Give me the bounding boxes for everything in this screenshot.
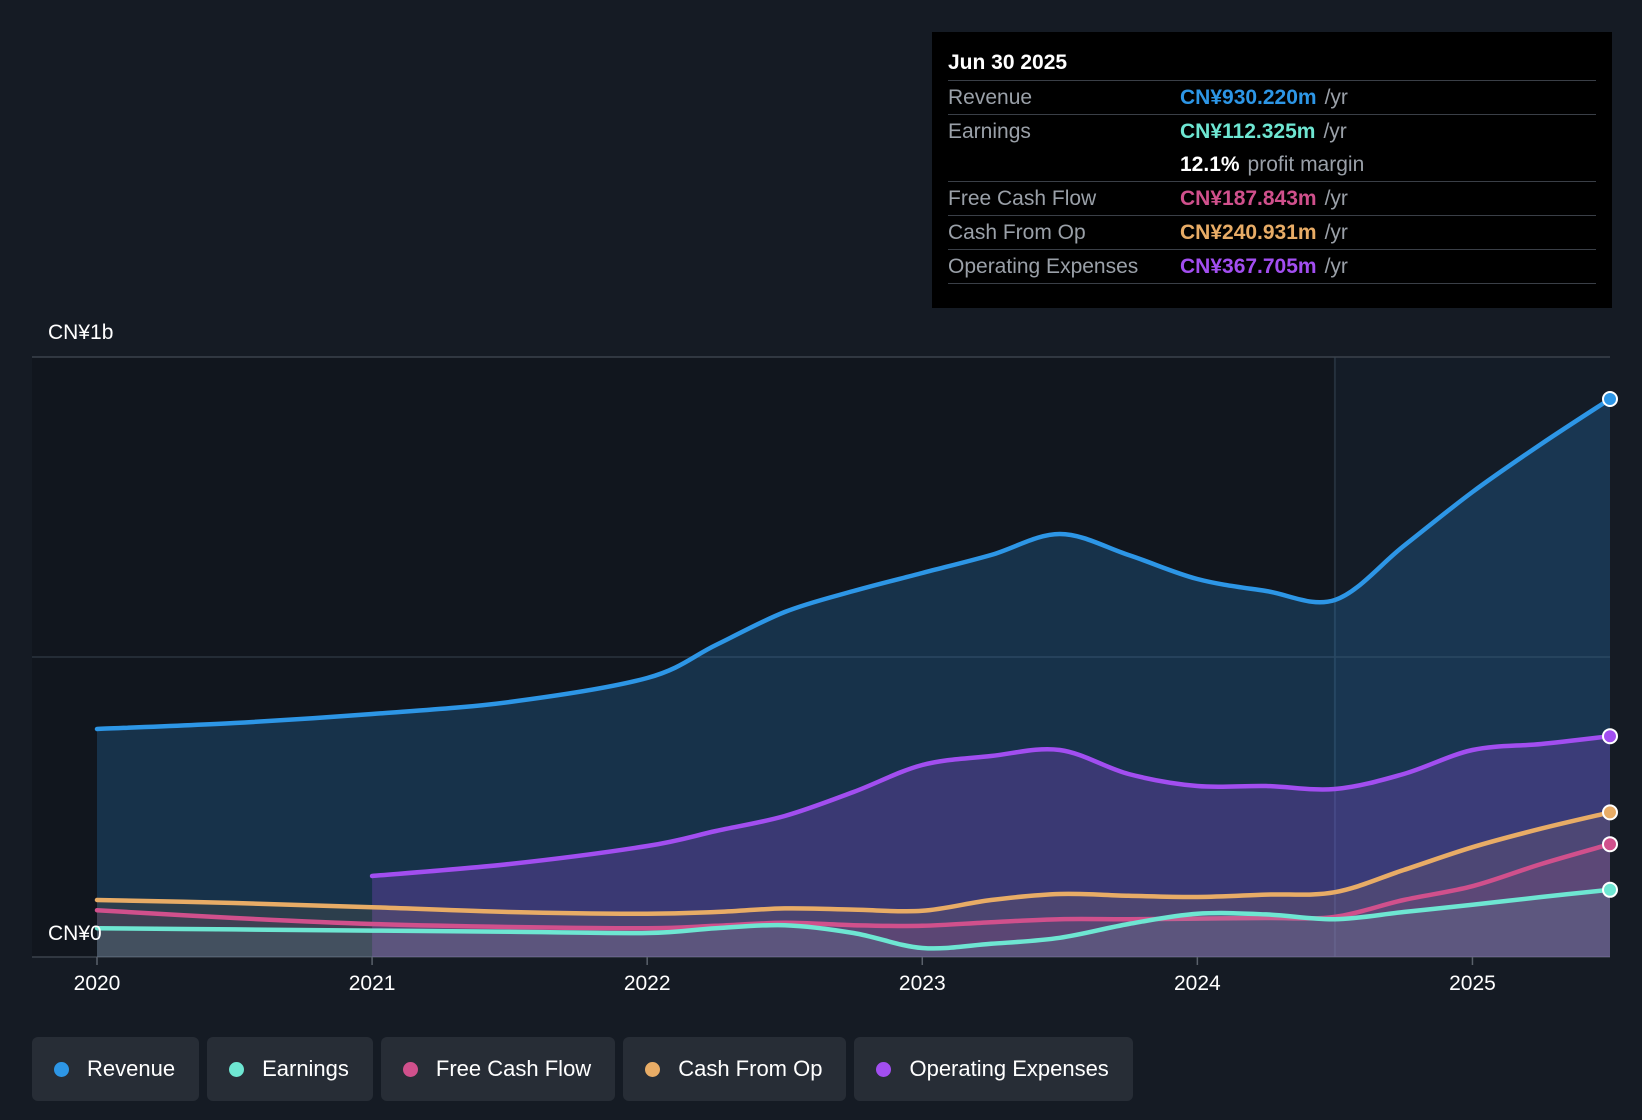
legend-dot-icon	[229, 1061, 245, 1077]
area-earnings	[97, 889, 1610, 957]
y-axis-label-bottom: CN¥0	[48, 922, 102, 945]
tooltip-row-label: Operating Expenses	[948, 254, 1139, 278]
tooltip-panel: Jun 30 2025 Revenue CN¥930.220m/yr Earning…	[932, 32, 1612, 308]
legend-label: Operating Expenses	[909, 1056, 1109, 1081]
chart-svg: CN¥1b CN¥0 2020 2021 2022 2023 2024 2025	[32, 321, 1618, 995]
legend-item-earnings[interactable]: Earnings	[207, 1037, 373, 1101]
x-tick-label: 2024	[1174, 972, 1221, 995]
tooltip-date: Jun 30 2025	[948, 46, 1596, 81]
tooltip-row-unit: /yr	[1324, 220, 1348, 244]
tooltip-row-unit: profit margin	[1247, 152, 1365, 176]
legend-label: Cash From Op	[678, 1056, 823, 1081]
tooltip-row-value: CN¥187.843m	[1180, 186, 1317, 210]
line-earnings	[94, 887, 1613, 951]
tooltip-row-unit: /yr	[1324, 254, 1348, 278]
x-tick-label: 2020	[74, 972, 121, 995]
line-cash-from-op	[94, 810, 1613, 917]
tooltip-row: Cash From Op CN¥240.931m/yr	[948, 216, 1596, 250]
tooltip-row-label: Cash From Op	[948, 220, 1086, 244]
line-revenue	[94, 396, 1613, 732]
y-axis-label-top: CN¥1b	[48, 321, 113, 344]
end-marker-operating-expenses	[1602, 728, 1618, 745]
tooltip-row-value: CN¥240.931m	[1180, 220, 1317, 244]
area-free-cash-flow	[97, 844, 1610, 957]
tooltip-row: Revenue CN¥930.220m/yr	[948, 81, 1596, 115]
tooltip-row-unit: /yr	[1323, 119, 1347, 143]
legend-item-revenue[interactable]: Revenue	[32, 1037, 200, 1101]
end-marker-earnings	[1602, 881, 1618, 898]
tooltip-row-value: CN¥930.220m	[1180, 85, 1317, 109]
area-operating-expenses	[372, 736, 1610, 957]
tooltip-row: Earnings CN¥112.325m/yr	[948, 115, 1596, 148]
legend-dot-icon	[402, 1061, 418, 1077]
area-revenue	[97, 399, 1610, 957]
tooltip-row-unit: /yr	[1324, 186, 1348, 210]
tooltip-row-label: Revenue	[948, 85, 1033, 109]
legend-label: Revenue	[87, 1056, 176, 1081]
legend-dot-icon	[54, 1061, 69, 1077]
legend-item-free-cash-flow[interactable]: Free Cash Flow	[380, 1037, 616, 1101]
tooltip-row-value: CN¥367.705m	[1180, 254, 1317, 278]
tooltip-row-unit: /yr	[1324, 85, 1348, 109]
tooltip-row: Operating Expenses CN¥367.705m/yr	[948, 250, 1596, 284]
line-operating-expenses	[369, 733, 1613, 879]
tooltip-row: 12.1% profit margin	[948, 148, 1596, 182]
x-tick-label: 2021	[349, 972, 396, 995]
legend-dot-icon	[876, 1061, 892, 1077]
legend-label: Earnings	[262, 1056, 349, 1081]
x-tick-label: 2022	[624, 972, 671, 995]
tooltip-row-label: Free Cash Flow	[948, 186, 1097, 210]
x-tick-label: 2023	[899, 972, 946, 995]
tooltip-row-value: 12.1%	[1180, 152, 1240, 176]
chart-area: CN¥1b CN¥0 2020 2021 2022 2023 2024 2025	[32, 321, 1618, 995]
line-free-cash-flow	[94, 841, 1613, 931]
end-marker-revenue	[1602, 391, 1618, 407]
legend-dot-icon	[645, 1061, 661, 1077]
legend-item-cash-from-op[interactable]: Cash From Op	[623, 1037, 847, 1101]
tooltip-row-value: CN¥112.325m	[1180, 119, 1316, 143]
legend-item-operating-expenses[interactable]: Operating Expenses	[854, 1037, 1133, 1101]
legend-label: Free Cash Flow	[435, 1056, 592, 1081]
tooltip-row: Free Cash Flow CN¥187.843m/yr	[948, 182, 1596, 216]
tooltip-rows: Revenue CN¥930.220m/yr Earnings CN¥112.325m…	[948, 81, 1596, 284]
x-tick-label: 2025	[1449, 972, 1496, 995]
area-cash-from-op	[97, 812, 1610, 957]
legend: Revenue Earnings Free Cash Flow Cash From O…	[32, 1037, 1133, 1101]
end-marker-free-cash-flow	[1602, 836, 1618, 853]
tooltip-row-label: Earnings	[948, 119, 1031, 143]
end-marker-cash-from-op	[1602, 804, 1618, 821]
